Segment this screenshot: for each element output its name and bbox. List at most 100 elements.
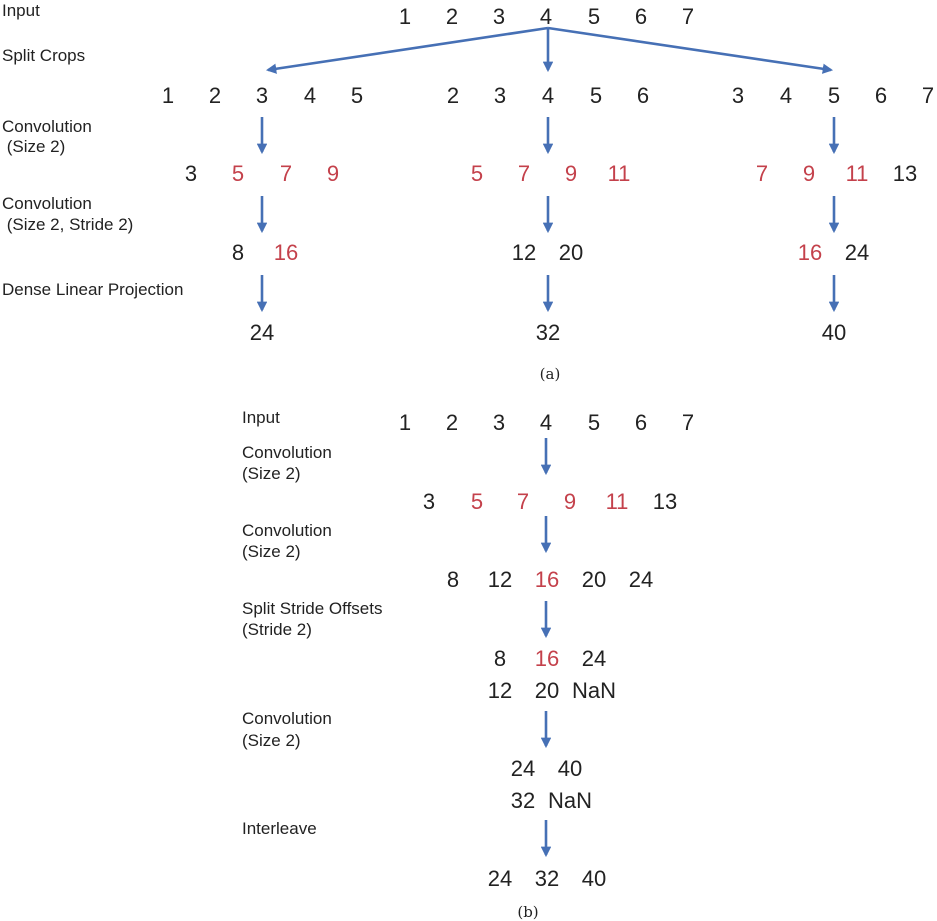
label-convolution-b3-size: (Size 2) — [242, 731, 301, 750]
b-input-value: 2 — [446, 410, 458, 435]
crop-2-value: 7 — [922, 83, 934, 108]
conv2-1-value: 12 — [512, 240, 536, 265]
b-conv3a-value: 24 — [511, 756, 535, 781]
label-convolution-b3: Convolution — [242, 709, 332, 728]
arrow-split-left — [265, 26, 549, 74]
arrow-split-right — [547, 26, 834, 74]
crop-2-value: 5 — [828, 83, 840, 108]
panel-b: Input Convolution (Size 2) Convolution (… — [242, 408, 694, 921]
crop-0-value: 2 — [209, 83, 221, 108]
crop-1-value: 4 — [542, 83, 554, 108]
label-input-b: Input — [242, 408, 280, 427]
label-convolution-2: Convolution — [2, 194, 92, 213]
b-input-value: 3 — [493, 410, 505, 435]
input-value: 6 — [635, 4, 647, 29]
crop-1-value: 6 — [637, 83, 649, 108]
b-conv3b-value: 32 — [511, 788, 535, 813]
crop-0-value: 4 — [304, 83, 316, 108]
b-input-value: 1 — [399, 410, 411, 435]
b-conv1-value: 3 — [423, 489, 435, 514]
conv1-0-value: 7 — [280, 161, 292, 186]
b-conv2-value: 20 — [582, 567, 606, 592]
b-output-value: 40 — [582, 866, 606, 891]
conv1-2-value: 13 — [893, 161, 917, 186]
crop-2-value: 4 — [780, 83, 792, 108]
label-dense-linear-projection: Dense Linear Projection — [2, 280, 183, 299]
output-0-value: 24 — [250, 320, 274, 345]
conv2-1-value: 20 — [559, 240, 583, 265]
conv2-0-value: 8 — [232, 240, 244, 265]
conv2-2-value: 16 — [798, 240, 822, 265]
label-interleave: Interleave — [242, 819, 317, 838]
input-value: 1 — [399, 4, 411, 29]
label-split-crops: Split Crops — [2, 46, 85, 65]
conv1-1-value: 5 — [471, 161, 483, 186]
crop-2-value: 6 — [875, 83, 887, 108]
b-conv1-value: 9 — [564, 489, 576, 514]
b-input-value: 4 — [540, 410, 552, 435]
b-input-value: 5 — [588, 410, 600, 435]
input-value: 4 — [540, 4, 552, 29]
label-convolution-b2: Convolution — [242, 521, 332, 540]
b-split2-value: 12 — [488, 678, 512, 703]
caption-a: (a) — [540, 365, 561, 383]
conv1-1-value: 9 — [565, 161, 577, 186]
b-split1-value: 24 — [582, 646, 606, 671]
conv1-1-value: 11 — [608, 161, 631, 186]
b-conv1-value: 13 — [653, 489, 677, 514]
conv1-0-value: 3 — [185, 161, 197, 186]
crop-0-value: 5 — [351, 83, 363, 108]
b-split2-value: 20 — [535, 678, 559, 703]
b-conv2-value: 12 — [488, 567, 512, 592]
crop-1-value: 3 — [494, 83, 506, 108]
b-conv3b-value: NaN — [548, 788, 592, 813]
crop-2-value: 3 — [732, 83, 744, 108]
label-split-stride: (Stride 2) — [242, 620, 312, 639]
crop-0-value: 1 — [162, 83, 174, 108]
input-value: 5 — [588, 4, 600, 29]
b-conv2-value: 16 — [535, 567, 559, 592]
b-conv3a-value: 40 — [558, 756, 582, 781]
b-input-value: 7 — [682, 410, 694, 435]
b-output-value: 24 — [488, 866, 512, 891]
conv2-0-value: 16 — [274, 240, 298, 265]
b-conv1-value: 7 — [517, 489, 529, 514]
conv1-0-value: 9 — [327, 161, 339, 186]
label-convolution-b1: Convolution — [242, 443, 332, 462]
label-convolution-b2-size: (Size 2) — [242, 542, 301, 561]
crop-1-value: 2 — [447, 83, 459, 108]
label-convolution-b1-size: (Size 2) — [242, 464, 301, 483]
b-conv2-value: 24 — [629, 567, 653, 592]
b-split1-value: 16 — [535, 646, 559, 671]
crop-1-value: 5 — [590, 83, 602, 108]
output-1-value: 32 — [536, 320, 560, 345]
b-split2-value: NaN — [572, 678, 616, 703]
output-2-value: 40 — [822, 320, 846, 345]
label-split-stride-offsets: Split Stride Offsets — [242, 599, 382, 618]
b-conv1-value: 5 — [471, 489, 483, 514]
b-output-value: 32 — [535, 866, 559, 891]
input-value: 3 — [493, 4, 505, 29]
b-split1-value: 8 — [494, 646, 506, 671]
label-convolution-1-size: (Size 2) — [2, 137, 65, 156]
label-input: Input — [2, 1, 40, 20]
label-convolution-2-size-stride: (Size 2, Stride 2) — [2, 215, 133, 234]
b-conv1-value: 11 — [606, 489, 629, 514]
input-value: 2 — [446, 4, 458, 29]
caption-b: (b) — [517, 903, 538, 921]
conv1-2-value: 7 — [756, 161, 768, 186]
conv1-0-value: 5 — [232, 161, 244, 186]
conv1-2-value: 11 — [846, 161, 869, 186]
label-convolution-1: Convolution — [2, 117, 92, 136]
b-conv2-value: 8 — [447, 567, 459, 592]
crop-0-value: 3 — [256, 83, 268, 108]
panel-a: Input Split Crops Convolution (Size 2) C… — [2, 1, 934, 383]
conv2-2-value: 24 — [845, 240, 869, 265]
conv1-1-value: 7 — [518, 161, 530, 186]
b-input-value: 6 — [635, 410, 647, 435]
input-value: 7 — [682, 4, 694, 29]
conv1-2-value: 9 — [803, 161, 815, 186]
